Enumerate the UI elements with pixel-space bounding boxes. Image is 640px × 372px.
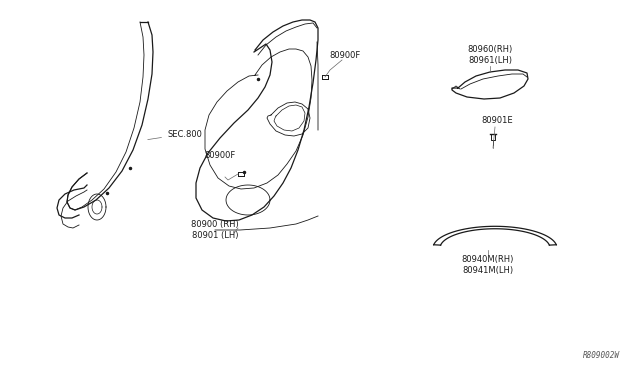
Text: R809002W: R809002W <box>583 350 620 359</box>
Text: 80900F: 80900F <box>330 51 360 60</box>
Text: 80960(RH)
80961(LH): 80960(RH) 80961(LH) <box>467 45 513 65</box>
Text: 80900 (RH)
80901 (LH): 80900 (RH) 80901 (LH) <box>191 219 239 240</box>
Text: 80940M(RH)
80941M(LH): 80940M(RH) 80941M(LH) <box>462 254 514 275</box>
Text: SEC.800: SEC.800 <box>148 129 202 140</box>
Text: 80901E: 80901E <box>481 115 513 125</box>
Text: 80900F: 80900F <box>204 151 236 160</box>
